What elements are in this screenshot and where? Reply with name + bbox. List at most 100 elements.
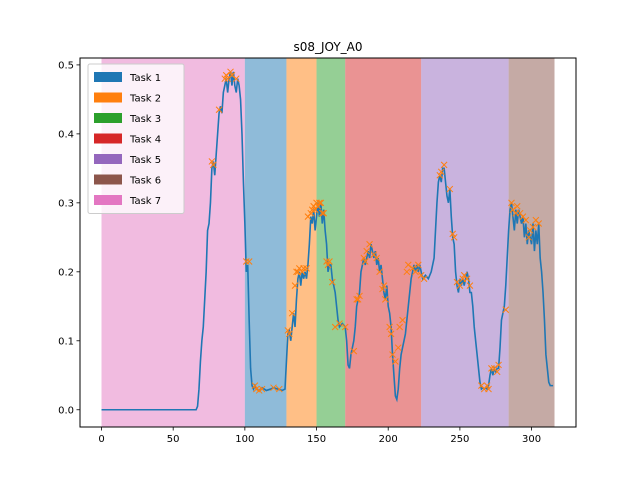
span-task-2-2 [286,58,317,427]
x-tick-label: 50 [167,434,180,445]
task-spans [101,58,555,427]
legend-label: Task 6 [129,176,161,187]
marker-layer [208,68,543,394]
marker-point [242,258,250,265]
legend-label: Task 5 [129,155,161,166]
marker-point [525,233,533,241]
marker-point [466,282,474,289]
marker-point [387,330,395,338]
marker-point [456,282,464,289]
marker-point [288,309,296,317]
marker-point [502,306,510,314]
plot-area [101,58,555,427]
marker-point [209,161,217,169]
marker-point [436,171,444,179]
x-tick-label: 250 [450,434,469,445]
marker-point [308,206,316,214]
legend-swatch [94,133,122,144]
marker-point [529,223,537,231]
marker-point [215,106,223,114]
y-tick-label: 0.4 [58,129,74,140]
legend-swatch [94,195,122,205]
marker-point [320,209,328,217]
marker-point [307,209,315,217]
marker-point [485,385,492,393]
marker-point [224,75,232,83]
legend: Task 1 Task 2 Task 3 Task 4 Task 5 Task 6 Task… [87,63,185,214]
chart-title: s08_JOY_A0 [293,40,362,54]
marker-point [379,285,386,293]
marker-point [323,258,330,265]
marker-point [317,199,325,207]
marker-point [300,265,307,272]
marker-point [381,296,389,303]
span-task-1-1 [244,58,287,427]
marker-point [291,282,299,289]
marker-point [437,168,445,176]
legend-swatch [94,174,122,185]
marker-point [326,258,333,265]
marker-point [392,358,399,365]
marker-point [495,361,502,369]
marker-point [450,233,458,241]
x-tick-label: 200 [379,434,398,445]
legend-swatch [94,92,122,103]
marker-point [361,258,369,265]
marker-point [535,220,543,227]
marker-point [513,202,521,210]
y-tick-label: 0.2 [58,267,74,278]
y-tick-label: 0.1 [58,336,74,347]
marker-point [258,385,266,393]
x-tick-label: 100 [235,434,254,445]
marker-point [449,230,457,238]
marker-point [522,216,530,224]
legend-label: Task 2 [129,94,161,105]
legend-swatch [94,154,122,164]
marker-point [376,268,383,276]
x-tick-label: 0 [98,434,104,445]
marker-point [318,209,326,217]
marker-point [483,382,491,389]
marker-point [356,292,363,300]
x-tick-label: 150 [307,434,326,445]
marker-point [366,240,373,248]
legend-label: Task 3 [129,114,161,125]
y-tick-label: 0.0 [58,405,74,416]
marker-point [414,261,422,269]
marker-point [336,320,343,327]
x-tick-label: 300 [522,434,541,445]
legend-swatch [94,113,122,123]
marker-point [328,278,336,286]
marker-point [399,316,406,324]
marker-point [493,368,501,376]
marker-point [396,323,404,331]
legend-swatch [94,72,122,82]
marker-point [227,68,234,76]
marker-point [373,254,381,262]
marker-point [208,158,216,165]
span-task-3-3 [316,58,346,427]
marker-point [341,323,349,331]
marker-point [303,265,310,272]
y-tick-label: 0.3 [58,198,74,209]
marker-point [508,199,515,207]
marker-point [331,323,339,331]
marker-point [350,347,358,355]
marker-point [440,161,448,169]
marker-point [285,330,293,338]
marker-point [284,327,292,334]
marker-point [228,71,236,79]
marker-point [446,185,454,193]
marker-point [403,268,411,276]
marker-point [463,275,471,283]
marker-point [389,351,396,358]
marker-point [380,282,388,289]
axes-frame [79,57,577,428]
marker-point [420,275,428,283]
marker-point [394,344,402,352]
marker-point [232,75,240,83]
x-axis: 0 50 100 150 200 250 300 [98,427,541,445]
span-task-4-4 [345,58,422,427]
marker-point [488,365,495,372]
